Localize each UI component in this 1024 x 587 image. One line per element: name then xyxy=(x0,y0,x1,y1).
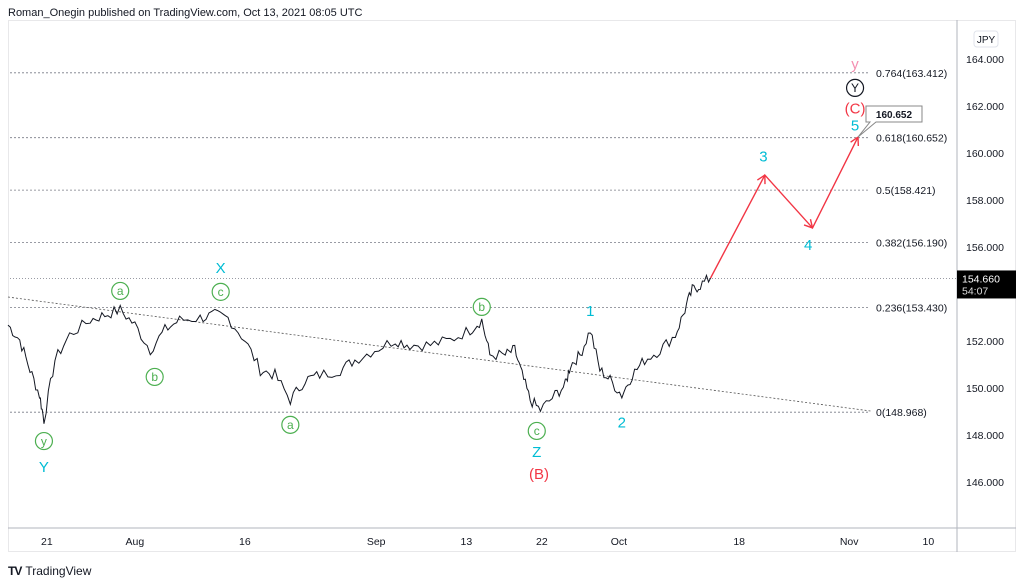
wave-label: 5 xyxy=(851,117,859,134)
currency-badge xyxy=(973,30,999,48)
wave-label: a xyxy=(287,418,294,432)
wave-label-circle xyxy=(145,367,164,387)
wave-label: c xyxy=(218,285,224,299)
x-tick-label: 10 xyxy=(923,536,935,548)
last-price-value: 154.660 xyxy=(962,273,1000,285)
fib-level-label: 0.5(158.421) xyxy=(876,185,936,197)
x-tick-label: Nov xyxy=(840,536,859,548)
y-tick-label: 146.000 xyxy=(966,477,1004,489)
y-tick-label: 148.000 xyxy=(966,430,1004,442)
fib-level-label: 0.382(156.190) xyxy=(876,238,947,250)
wave-label: Z xyxy=(532,444,541,461)
wave-label-circle xyxy=(211,282,230,301)
arrowhead-icon xyxy=(756,174,766,181)
wave-label-circle xyxy=(111,281,130,301)
wave-label: 4 xyxy=(804,237,812,254)
y-tick-label: 164.000 xyxy=(966,54,1004,66)
wave-label-circle xyxy=(34,431,54,451)
y-tick-label: 150.000 xyxy=(966,383,1004,395)
wave-label-circle xyxy=(845,78,865,98)
fib-level-label: 0.236(153.430) xyxy=(876,302,947,314)
price-series xyxy=(7,273,712,424)
fib-level-label: 0(148.968) xyxy=(876,407,927,419)
tradingview-logo-icon: TV xyxy=(8,564,22,578)
wave-label: y xyxy=(851,56,859,73)
x-tick-label: 21 xyxy=(41,536,53,548)
wave-label: b xyxy=(151,370,158,384)
wave-label: a xyxy=(117,284,124,298)
wave-label-circle xyxy=(472,297,491,316)
arrowhead-icon xyxy=(803,224,813,229)
x-tick-label: 18 xyxy=(733,536,745,548)
wave-label: c xyxy=(534,424,540,438)
projection-path xyxy=(709,136,859,279)
trendline xyxy=(7,296,871,412)
y-tick-label: 160.000 xyxy=(966,148,1004,160)
wave-label: (C) xyxy=(845,100,866,117)
wave-label: 1 xyxy=(586,303,594,320)
arrowhead-icon xyxy=(809,219,814,229)
wave-label: y xyxy=(41,434,47,448)
x-tick-label: 16 xyxy=(239,536,251,548)
x-tick-label: 13 xyxy=(461,536,473,548)
wave-label: 2 xyxy=(618,414,626,431)
y-tick-label: 152.000 xyxy=(966,336,1004,348)
footer-logo[interactable]: TV TradingView xyxy=(8,564,91,578)
fib-level-label: 0.764(163.412) xyxy=(876,68,947,80)
wave-label-circle xyxy=(281,415,300,434)
attribution: Roman_Onegin published on TradingView.co… xyxy=(8,7,363,19)
price-callout xyxy=(857,105,923,138)
y-tick-label: 156.000 xyxy=(966,242,1004,254)
x-tick-label: Aug xyxy=(126,536,145,548)
wave-label: X xyxy=(216,260,226,277)
wave-label: b xyxy=(478,300,485,314)
wave-label: (B) xyxy=(529,466,549,483)
wave-label: Y xyxy=(39,459,49,476)
fib-level-label: 0.618(160.652) xyxy=(876,133,947,145)
logo-text: TradingView xyxy=(25,564,92,578)
x-tick-label: Sep xyxy=(367,536,386,548)
wave-label: Y xyxy=(851,81,859,95)
wave-label: 3 xyxy=(759,148,767,165)
callout-label: 160.652 xyxy=(876,110,913,121)
x-tick-label: 22 xyxy=(536,536,548,548)
arrowhead-icon xyxy=(850,136,859,143)
x-tick-label: Oct xyxy=(611,536,627,548)
y-tick-label: 162.000 xyxy=(966,101,1004,113)
y-tick-label: 158.000 xyxy=(966,195,1004,207)
currency-label: JPY xyxy=(977,35,996,46)
bar-countdown: 54:07 xyxy=(962,285,988,297)
last-price-badge xyxy=(957,270,1016,299)
wave-label-circle xyxy=(527,421,546,441)
